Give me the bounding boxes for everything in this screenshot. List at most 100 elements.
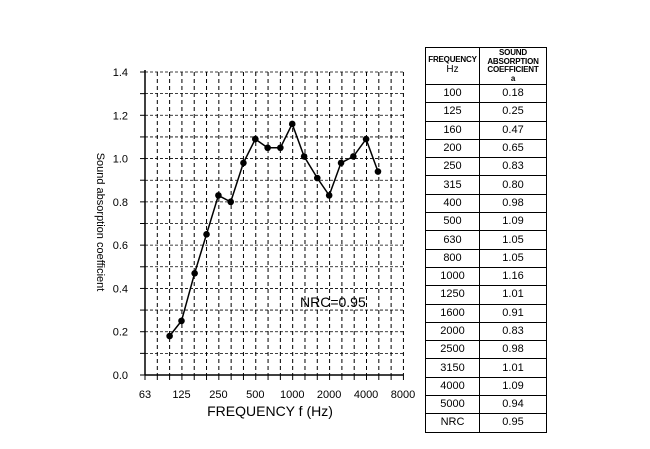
- x-axis-label: FREQUENCY f (Hz): [207, 403, 333, 419]
- y-tick-label: 0.6: [113, 240, 128, 252]
- table-header-row: FREQUENCY Hz SOUND ABSORPTION COEFFICIEN…: [425, 47, 547, 85]
- x-tick-label: 500: [246, 389, 264, 401]
- chart-series: [166, 120, 382, 340]
- table-row: 800 1.05: [425, 248, 547, 268]
- frequency-cell: 1250: [425, 285, 480, 305]
- header-coef-line2: ABSORPTION: [487, 56, 539, 66]
- coefficient-cell: 0.98: [479, 340, 547, 360]
- y-tick-label: 1.4: [113, 67, 128, 79]
- y-tick-label: 0.8: [113, 197, 128, 209]
- y-tick-label: 0.2: [113, 327, 128, 339]
- frequency-cell: 125: [425, 102, 480, 122]
- table-row: 1600 0.91: [425, 303, 547, 323]
- frequency-cell: 2000: [425, 321, 480, 342]
- absorption-table: FREQUENCY Hz SOUND ABSORPTION COEFFICIEN…: [425, 47, 547, 433]
- header-frequency-line1: FREQUENCY: [428, 54, 477, 64]
- frequency-cell: 2500: [425, 340, 480, 360]
- frequency-cell: 200: [425, 138, 480, 159]
- y-tick-label: 1.0: [113, 154, 128, 166]
- table-row: 630 1.05: [425, 230, 547, 250]
- x-tick-label: 4000: [354, 389, 378, 401]
- header-coef-line1: SOUND: [499, 48, 527, 57]
- coefficient-cell: 0.25: [479, 102, 547, 122]
- data-point: [203, 231, 210, 238]
- data-point: [325, 192, 333, 199]
- coefficient-cell: 1.05: [479, 248, 547, 268]
- frequency-cell: 3150: [425, 358, 480, 378]
- chart-axes: [140, 70, 404, 380]
- coefficient-cell: 0.95: [479, 413, 547, 433]
- frequency-cell: 160: [425, 120, 480, 140]
- x-tick-label: 250: [209, 389, 227, 401]
- x-tick-label: 63: [139, 389, 151, 401]
- frequency-cell: 1000: [425, 266, 480, 287]
- frequency-cell: 315: [425, 175, 480, 195]
- coefficient-cell: 1.16: [479, 266, 547, 287]
- chart-grid: [145, 71, 404, 375]
- header-coef-line4: a: [510, 73, 516, 83]
- table-row: 400 0.98: [425, 193, 547, 214]
- data-point: [166, 332, 173, 340]
- table-row: 160 0.47: [425, 120, 547, 140]
- coefficient-cell: 0.83: [479, 157, 547, 177]
- frequency-cell: 400: [425, 193, 480, 214]
- x-tick-label: 125: [172, 389, 190, 401]
- table-row: NRC 0.95: [425, 413, 547, 433]
- data-point: [252, 135, 259, 143]
- y-tick-label: 1.2: [113, 110, 128, 122]
- frequency-cell: 4000: [425, 376, 480, 397]
- header-frequency-line2: Hz: [446, 64, 459, 76]
- frequency-cell: 1600: [425, 303, 480, 323]
- coefficient-cell: 0.94: [479, 395, 547, 415]
- data-point: [350, 153, 357, 160]
- table-row: 1000 1.16: [425, 266, 547, 287]
- data-point: [191, 269, 198, 277]
- header-coefficient: SOUND ABSORPTION COEFFICIENT a: [479, 47, 547, 85]
- data-point: [374, 168, 382, 175]
- coefficient-cell: 0.80: [479, 175, 547, 195]
- coefficient-cell: 0.83: [479, 321, 547, 342]
- frequency-cell: 800: [425, 248, 480, 268]
- table-row: 250 0.83: [425, 157, 547, 177]
- table-row: 1250 1.01: [425, 285, 547, 305]
- coefficient-cell: 1.05: [479, 230, 547, 250]
- absorption-chart: 0.0 0.2 0.4 0.6 0.8 1.0 1.2 1.4 63 125 250 500 1000 2…: [94, 67, 416, 419]
- coefficient-cell: 1.09: [479, 376, 547, 397]
- nrc-annotation: NRC=0.95: [300, 294, 366, 310]
- header-frequency: FREQUENCY Hz: [425, 47, 480, 85]
- table-row: 3150 1.01: [425, 358, 547, 378]
- data-point: [240, 159, 247, 167]
- data-point: [300, 153, 308, 160]
- frequency-cell: 630: [425, 230, 480, 250]
- table-row: 4000 1.09: [425, 376, 547, 397]
- coefficient-cell: 1.01: [479, 358, 547, 378]
- frequency-cell: 100: [425, 83, 480, 104]
- table-row: 500 1.09: [425, 212, 547, 232]
- frequency-cell: 500: [425, 212, 480, 232]
- y-tick-label: 0.4: [113, 283, 128, 295]
- coefficient-cell: 0.65: [479, 138, 547, 159]
- data-point: [178, 317, 185, 325]
- data-point: [362, 135, 370, 143]
- x-tick-label: 1000: [280, 389, 304, 401]
- coefficient-cell: 1.09: [479, 212, 547, 232]
- data-point: [277, 144, 284, 152]
- x-tick-label: 8000: [391, 389, 415, 401]
- table-row: 2000 0.83: [425, 321, 547, 342]
- chart-tick-labels: 0.0 0.2 0.4 0.6 0.8 1.0 1.2 1.4 63 125 250 500 1000 2…: [113, 67, 416, 401]
- data-point: [264, 144, 271, 152]
- x-tick-label: 2000: [317, 389, 341, 401]
- data-point: [337, 159, 345, 167]
- coefficient-cell: 1.01: [479, 285, 547, 305]
- table-row: 200 0.65: [425, 138, 547, 159]
- y-tick-label: 0.0: [113, 370, 128, 382]
- coefficient-cell: 0.91: [479, 303, 547, 323]
- table-body: 100 0.18 125 0.25 160 0.47 200 0.65 250 0.83 315 0.…: [425, 83, 547, 433]
- y-axis-label: Sound absorption coefficient: [94, 153, 106, 292]
- table-row: 100 0.18: [425, 83, 547, 104]
- coefficient-cell: 0.98: [479, 193, 547, 214]
- frequency-cell: 250: [425, 157, 480, 177]
- coefficient-cell: 0.18: [479, 83, 547, 104]
- frequency-cell: NRC: [425, 413, 480, 433]
- data-point: [227, 198, 235, 206]
